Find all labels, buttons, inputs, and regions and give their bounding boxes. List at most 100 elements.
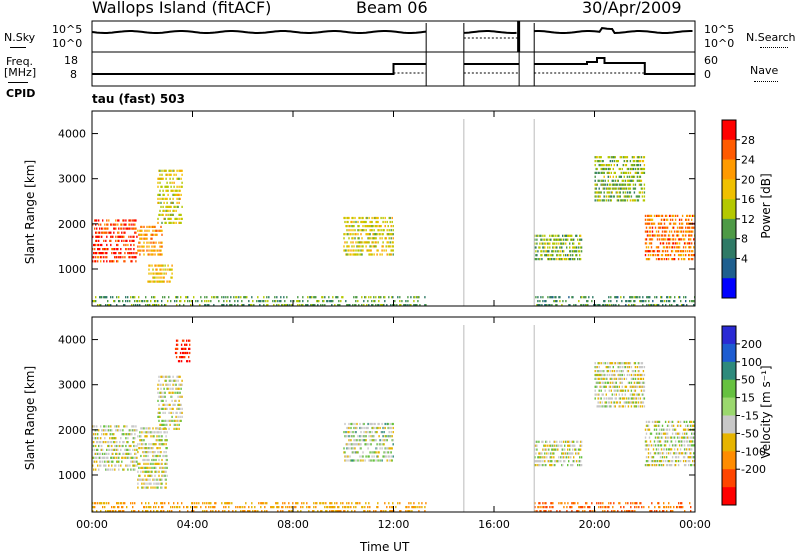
noise-trace-1	[463, 30, 517, 34]
velocity-echo-region-8	[92, 502, 427, 513]
noise-trace-0	[91, 30, 427, 34]
velocity-colorbar-tick-label-7: -200	[741, 463, 766, 476]
velocity-colorbar-swatch-1	[722, 343, 736, 363]
power-echo-region-0	[92, 219, 138, 263]
xtick-label-0: 00:00	[76, 518, 108, 531]
power-colorbar-swatch-5	[722, 218, 736, 239]
velocity-ytick-label-3: 4000	[58, 334, 86, 347]
noise-tick-left-top: 10^5	[52, 23, 83, 36]
power-colorbar-swatch-6	[722, 238, 736, 259]
velocity-colorbar-tick-label-6: -100	[741, 445, 766, 458]
xtick-label-3: 12:00	[378, 518, 410, 531]
freq-label-bottom: [MHz]	[4, 66, 37, 79]
power-colorbar-swatch-2	[722, 159, 736, 180]
velocity-echo-region-9	[534, 502, 692, 513]
power-echo-region-7	[644, 214, 696, 261]
freq-trace-2	[534, 57, 695, 75]
freq-label-top: Freq.	[6, 55, 34, 68]
noise-tick-right-bottom: 10^0	[704, 37, 735, 50]
noise-sky-label: N.Sky	[4, 31, 36, 44]
noise-panel-frame	[91, 20, 696, 53]
velocity-colorbar-swatch-6	[722, 433, 736, 452]
velocity-colorbar-tick-label-0: 200	[741, 338, 762, 351]
velocity-colorbar-swatch-7	[722, 451, 736, 470]
velocity-colorbar-tick-label-5: -50	[741, 427, 759, 440]
power-ytick-label-0: 1000	[58, 263, 86, 276]
date-label: 30/Apr/2009	[582, 0, 682, 17]
velocity-echo-region-7	[644, 420, 696, 467]
nave-tick-bottom: 0	[704, 68, 711, 81]
power-colorbar-swatch-4	[722, 199, 736, 220]
velocity-colorbar-swatch-0	[722, 326, 736, 345]
velocity-colorbar-tick-label-4: -15	[741, 410, 759, 423]
power-colorbar-swatch-0	[722, 120, 736, 141]
noise-spike	[517, 21, 521, 52]
power-colorbar-swatch-1	[722, 139, 736, 160]
velocity-echo-region-5	[534, 440, 583, 467]
power-colorbar-tick-label-3: 16	[741, 193, 755, 206]
xtick-label-2: 08:00	[277, 518, 309, 531]
freq-trace-0	[92, 63, 427, 75]
power-echo-region-1	[137, 225, 163, 256]
xtick-label-6: 00:00	[679, 518, 711, 531]
power-colorbar-swatch-7	[722, 258, 736, 279]
cpid-label: CPID	[6, 87, 36, 100]
power-colorbar-tick-label-1: 24	[741, 154, 755, 167]
noise-tick-right-top: 10^5	[704, 23, 735, 36]
xtick-label-5: 20:00	[579, 518, 611, 531]
noise-sky-line	[10, 47, 26, 48]
power-ytick-label-1: 2000	[58, 218, 86, 231]
velocity-colorbar-swatch-5	[722, 415, 736, 434]
x-axis-title: Time UT	[360, 540, 410, 554]
power-echo-region-2	[147, 264, 173, 283]
power-colorbar-swatch-8	[722, 278, 736, 299]
power-colorbar-swatch-3	[722, 179, 736, 200]
power-echo-region-8	[92, 296, 427, 307]
velocity-echo-region-6	[594, 362, 646, 408]
freq-tick-top: 18	[64, 54, 78, 67]
velocity-echo-region-0	[92, 425, 138, 471]
cpid-value: tau (fast) 503	[92, 92, 185, 106]
freq-line	[8, 82, 28, 83]
nave-label: Nave	[750, 64, 779, 77]
power-colorbar-frame	[721, 119, 737, 299]
power-ytick-label-3: 4000	[58, 128, 86, 141]
nave-line	[754, 81, 778, 82]
noise-search-label: N.Search	[746, 31, 796, 44]
velocity-ytick-label-2: 3000	[58, 379, 86, 392]
power-colorbar-tick-label-0: 28	[741, 134, 755, 147]
velocity-echo-region-4	[343, 422, 394, 462]
beam-label: Beam 06	[356, 0, 428, 17]
freq-tick-bottom: 8	[70, 68, 77, 81]
power-colorbar-tick-label-5: 8	[741, 233, 748, 246]
power-echo-region-4	[343, 216, 394, 256]
velocity-colorbar-swatch-4	[722, 397, 736, 416]
velocity-colorbar-tick-label-2: 50	[741, 374, 755, 387]
velocity-colorbar-tick-label-1: 100	[741, 356, 762, 369]
station-title: Wallops Island (fitACF)	[92, 0, 272, 17]
velocity-panel-frame	[91, 316, 696, 513]
velocity-colorbar-swatch-8	[722, 469, 736, 488]
power-echo-region-3	[157, 169, 183, 224]
velocity-colorbar-tick-label-3: 15	[741, 392, 755, 405]
velocity-echo-region-2	[157, 375, 183, 430]
power-colorbar-tick-label-4: 12	[741, 213, 755, 226]
velocity-echo-region-1	[137, 427, 168, 489]
velocity-ytick-label-1: 2000	[58, 424, 86, 437]
velocity-ytick-label-0: 1000	[58, 469, 86, 482]
noise-search-line	[760, 47, 788, 48]
velocity-colorbar-swatch-3	[722, 379, 736, 398]
power-echo-region-6	[594, 156, 646, 202]
velocity-colorbar-swatch-9	[722, 487, 736, 506]
velocity-colorbar-swatch-2	[722, 361, 736, 380]
power-echo-region-5	[534, 234, 583, 261]
power-echo-region-9	[535, 296, 696, 307]
power-colorbar-tick-label-6: 4	[741, 252, 748, 265]
power-panel-frame	[91, 110, 696, 307]
nave-tick-top: 60	[704, 54, 718, 67]
xtick-label-4: 16:00	[478, 518, 510, 531]
xtick-label-1: 04:00	[177, 518, 209, 531]
velocity-echo-region-3	[174, 339, 191, 363]
noise-trace-2	[534, 27, 693, 35]
